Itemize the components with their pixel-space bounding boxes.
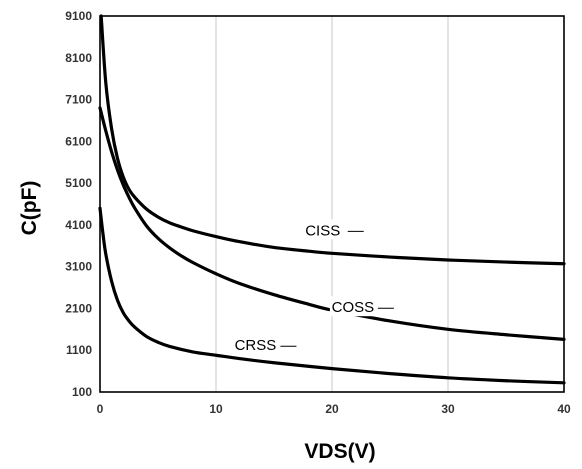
y-tick-label: 7100 (65, 93, 92, 107)
y-tick-label: 1100 (66, 343, 92, 357)
y-tick-labels: 100 1100 2100 3100 4100 5100 6100 7100 8100 9100 (65, 9, 92, 399)
y-tick-label: 4100 (65, 218, 92, 232)
series-line-crss (98, 206, 566, 385)
y-tick-label: 8100 (65, 51, 92, 65)
series-line-coss (98, 106, 566, 341)
label-mask (329, 296, 376, 317)
x-tick-label: 10 (209, 402, 223, 416)
x-tick-label: 20 (325, 402, 339, 416)
y-tick-label: 100 (72, 385, 92, 399)
y-tick-label: 2100 (65, 301, 92, 315)
x-tick-labels: 0 10 20 30 40 (97, 402, 571, 416)
label-mask (232, 334, 279, 355)
curve-label-crss: CRSS (235, 337, 277, 354)
y-tick-label: 5100 (65, 176, 92, 190)
label-mask (299, 219, 346, 240)
y-tick-label: 6100 (65, 134, 92, 148)
curve-label-coss: COSS (332, 299, 375, 316)
y-tick-label: 9100 (65, 9, 92, 23)
series-line-ciss (99, 14, 566, 266)
y-tick-label: 3100 (65, 260, 92, 274)
x-tick-label: 40 (557, 402, 571, 416)
curve-label-ciss: CISS (305, 222, 340, 239)
x-axis-title: VDS(V) (304, 440, 375, 463)
x-tick-label: 0 (97, 402, 104, 416)
curve-labels: CISS COSS CRSS (232, 219, 394, 355)
y-axis-title: C(pF) (18, 181, 41, 236)
plot-area-frame (99, 15, 565, 393)
x-tick-label: 30 (441, 402, 455, 416)
curves (98, 14, 566, 385)
